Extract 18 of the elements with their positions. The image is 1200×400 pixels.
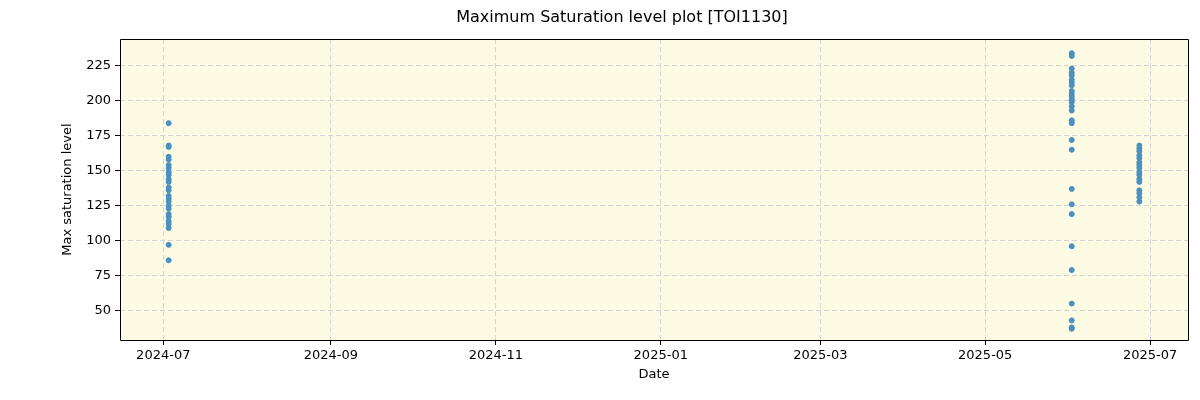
y-tick-label: 125 [86, 197, 111, 213]
x-tick-label: 2024-09 [303, 347, 359, 363]
x-tick-label: 2024-07 [136, 347, 191, 363]
y-tick-label: 100 [86, 232, 111, 248]
x-tick-label: 2024-11 [468, 347, 523, 363]
x-axis-title: Date [638, 365, 670, 381]
chart-title: Maximum Saturation level plot [TOI1130] [456, 6, 788, 26]
x-tick-label: 2025-03 [793, 347, 848, 363]
y-tick-label: 150 [86, 162, 111, 178]
y-tick-label: 225 [86, 57, 111, 73]
y-tick-label: 200 [86, 92, 111, 108]
y-tick-label: 50 [94, 301, 111, 317]
x-tick-label: 2025-05 [958, 347, 1013, 363]
x-tick-label: 2025-01 [633, 347, 688, 363]
x-tick-label: 2025-07 [1122, 347, 1178, 363]
y-tick-label: 75 [94, 267, 111, 283]
y-axis-title: Max saturation level [59, 123, 75, 256]
y-tick-label: 175 [86, 127, 111, 143]
